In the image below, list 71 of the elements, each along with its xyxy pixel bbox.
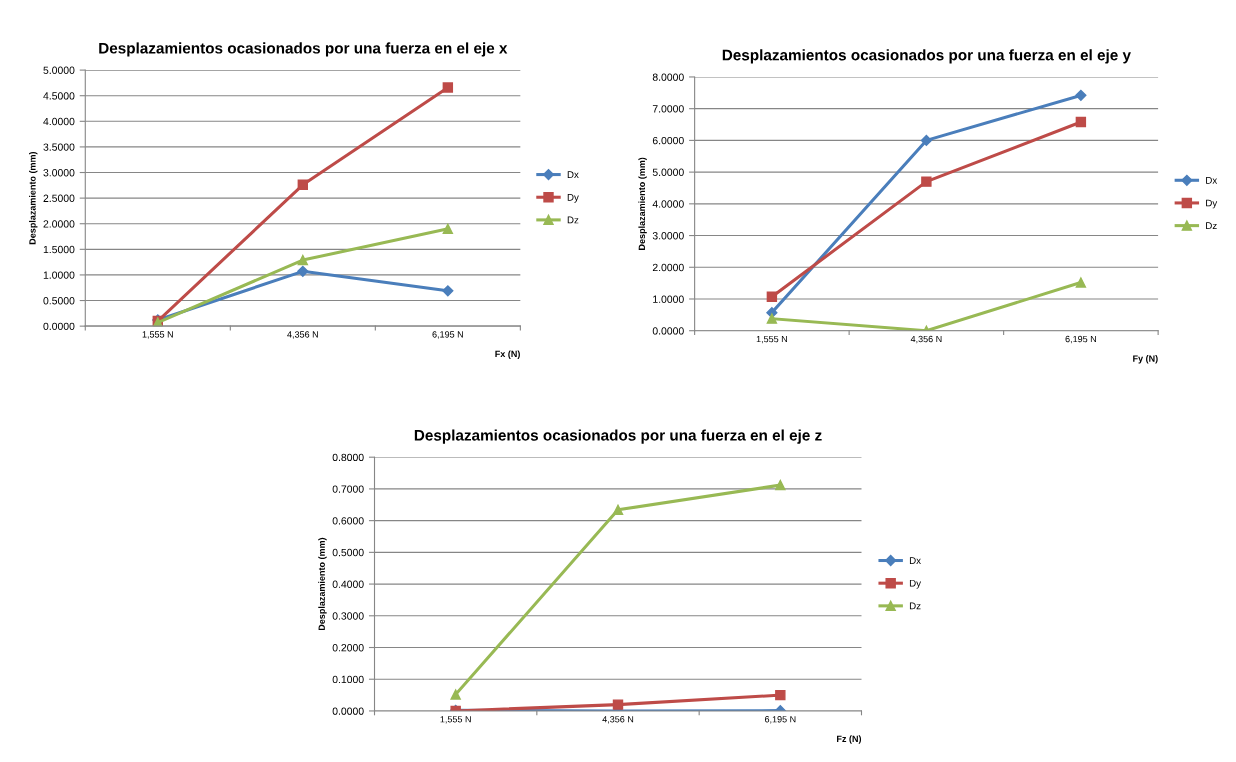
- y-tick-label: 4.0000: [652, 200, 684, 208]
- y-tick-label: 4.5000: [43, 92, 75, 100]
- legend-label: Dz: [909, 602, 921, 610]
- x-tick-label: 1,555 N: [142, 331, 173, 339]
- y-tick-label: 0.0000: [652, 327, 684, 335]
- y-tick-label: 3.5000: [43, 143, 75, 151]
- point: [297, 265, 309, 277]
- y-tick-label: 0.7000: [332, 485, 364, 493]
- y-axis-title: Desplazamiento (mm): [638, 157, 647, 250]
- y-tick-label: 0.5000: [43, 297, 75, 305]
- y-tick-label: 1.0000: [43, 271, 75, 279]
- x-axis-title: Fy (N): [1133, 355, 1158, 364]
- y-tick-label: 3.0000: [652, 232, 684, 240]
- x-tick-label: 4,356 N: [287, 331, 318, 339]
- x-tick-label: 4,356 N: [602, 716, 634, 724]
- y-axis-title: Desplazamiento (mm): [318, 537, 327, 631]
- legend-label: Dy: [909, 579, 922, 589]
- y-tick-label: 0.8000: [332, 453, 364, 462]
- x-tick-label: 1,555 N: [756, 335, 787, 344]
- legend-label: Dz: [567, 216, 579, 224]
- y-tick-label: 0.5000: [332, 548, 364, 557]
- point: [442, 82, 454, 93]
- x-tick-label: 6,195 N: [432, 331, 463, 339]
- y-tick-label: 0.2000: [332, 644, 364, 652]
- y-tick-label: 2.0000: [652, 263, 684, 272]
- chart-title: Desplazamientos ocasionados por una fuerza en el eje z: [414, 429, 822, 444]
- point: [297, 254, 309, 266]
- x-tick-label: 6,195 N: [764, 716, 796, 724]
- x-tick-label: 4,356 N: [910, 335, 942, 344]
- y-tick-label: 0.3000: [332, 612, 364, 620]
- point: [920, 134, 932, 147]
- y-tick-label: 0.1000: [332, 675, 364, 684]
- chart-title: Desplazamientos ocasionados por una fuerza en el eje x: [99, 42, 508, 57]
- y-tick-label: 4.0000: [43, 117, 75, 126]
- y-tick-label: 2.0000: [43, 220, 75, 228]
- point: [297, 179, 309, 191]
- x-tick-label: 6,195 N: [1065, 335, 1096, 344]
- y-tick-label: 2.5000: [43, 194, 75, 202]
- legend-label: Dy: [567, 193, 579, 203]
- point: [1075, 277, 1087, 288]
- y-tick-label: 7.0000: [652, 105, 684, 113]
- y-tick-label: 0.6000: [332, 517, 364, 525]
- point: [766, 291, 778, 302]
- x-tick-label: 1,555 N: [440, 716, 471, 724]
- y-tick-label: 8.0000: [652, 73, 684, 81]
- point: [1075, 89, 1087, 101]
- legend-label: Dx: [567, 171, 579, 178]
- point: [766, 313, 778, 324]
- point: [612, 504, 624, 516]
- point: [921, 176, 932, 187]
- point: [1075, 116, 1087, 128]
- y-tick-label: 1.0000: [653, 295, 684, 303]
- x-axis-title: Fz (N): [837, 735, 862, 744]
- y-tick-label: 0.4000: [332, 580, 364, 588]
- y-tick-label: 6.0000: [652, 136, 684, 145]
- point: [442, 223, 454, 235]
- y-tick-label: 5.0000: [43, 66, 75, 74]
- legend-label: Dz: [1206, 222, 1217, 230]
- legend-label: Dx: [909, 557, 921, 564]
- y-tick-label: 1.5000: [43, 245, 75, 254]
- point: [442, 285, 454, 297]
- chart-title: Desplazamientos ocasionados por una fuerza en el eje y: [722, 49, 1131, 64]
- y-tick-label: 3.0000: [43, 169, 75, 177]
- legend-label: Dx: [1206, 176, 1218, 184]
- y-tick-label: 5.0000: [652, 168, 684, 176]
- y-tick-label: 0.0000: [332, 707, 364, 715]
- x-axis-title: Fx (N): [495, 350, 520, 359]
- y-axis-title: Desplazamiento (mm): [29, 151, 38, 245]
- legend-label: Dy: [1206, 199, 1218, 209]
- y-tick-label: 0.0000: [43, 322, 75, 331]
- point: [775, 479, 786, 491]
